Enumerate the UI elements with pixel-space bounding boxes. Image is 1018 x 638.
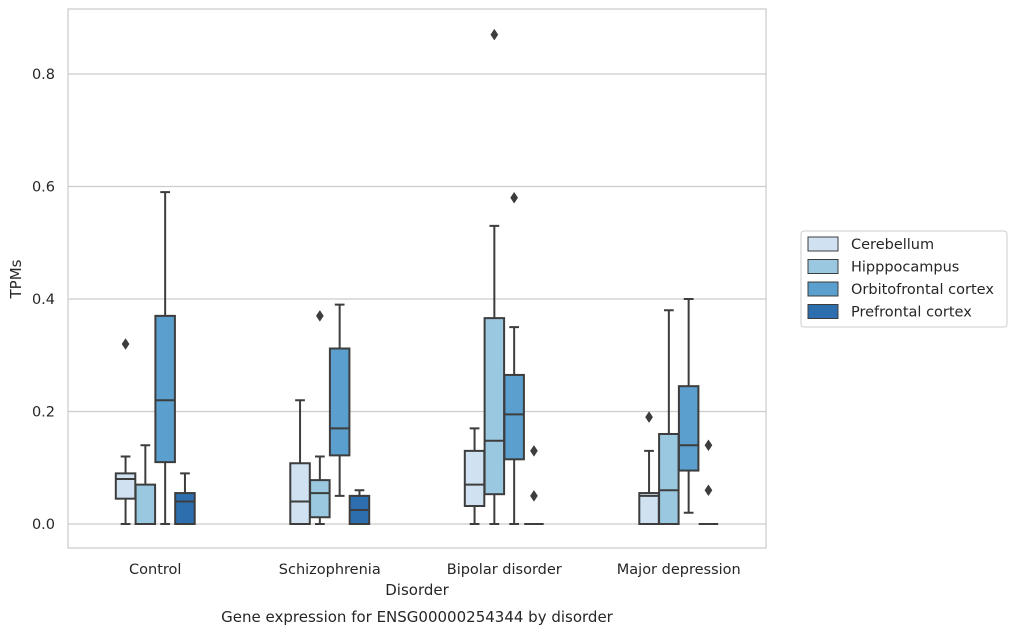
x-tick-label: Major depression [617,562,741,578]
legend-label: Cerebellum [851,237,934,253]
y-tick-label: 0.4 [32,292,55,308]
x-axis-label: Disorder [385,581,449,599]
box-hipppocampus [309,310,331,525]
x-tick-label: Control [129,562,181,578]
x-tick-label: Bipolar disorder [447,562,562,578]
iqr-box [463,449,486,507]
legend-swatch [807,236,839,252]
legend-label: Prefrontal cortex [851,305,972,321]
chart-caption: Gene expression for ENSG00000254344 by d… [221,608,614,626]
legend-label: Hipppocampus [851,260,959,276]
iqr-box [328,347,351,457]
box-cerebellum [289,399,311,525]
iqr-box [134,483,157,525]
outlier-point [530,445,538,457]
legend: Cerebellum Hipppocampus Orbitofrontal cort… [800,230,1008,328]
box-prefrontal-cortex [524,445,544,525]
iqr-box [174,492,196,525]
box-orbitofrontal-cortex [154,191,176,525]
box-orbitofrontal-cortex [677,298,700,514]
iqr-box [503,373,525,461]
outlier-point [704,439,713,452]
legend-frame [800,230,1008,328]
iqr-box [638,492,660,525]
box-prefrontal-cortex [174,472,196,525]
y-tick-label: 0.2 [32,405,55,421]
outlier-point [530,490,538,502]
box-hipppocampus [658,309,680,525]
legend-swatch [807,304,839,319]
x-tick-label: Schizophrenia [279,562,381,578]
box-cerebellum [114,338,137,525]
y-axis-label: TPMs [7,259,25,299]
legend-label: Orbitofrontal cortex [851,282,994,298]
outlier-point [510,191,519,204]
plot-frame [67,8,767,549]
x-tick-labels: Control Schizophrenia Bipolar disorder Majo… [129,562,741,578]
box-prefrontal-cortex [698,439,719,525]
outlier-point [315,310,324,322]
box-prefrontal-cortex [348,489,371,525]
legend-swatch [807,259,839,274]
iqr-box [658,433,680,525]
box-cerebellum [638,411,660,525]
legend-swatch [807,281,839,297]
iqr-box [483,317,506,496]
box-orbitofrontal-cortex [328,303,351,497]
iqr-box [677,385,700,472]
iqr-box [309,479,331,519]
y-tick-labels: 0.0 0.2 0.4 0.6 0.8 [32,67,55,533]
outlier-point [490,28,499,41]
iqr-box [114,472,137,500]
y-tick-label: 0.8 [32,67,55,83]
outlier-point [121,338,130,350]
box-orbitofrontal-cortex [503,191,525,525]
y-tick-label: 0.0 [32,517,55,533]
iqr-box [154,314,176,464]
iqr-box [289,462,311,525]
y-tick-label: 0.6 [32,180,55,196]
outlier-point [645,411,653,423]
outlier-point [704,484,713,497]
boxes [114,28,719,525]
box-hipppocampus [134,444,157,525]
